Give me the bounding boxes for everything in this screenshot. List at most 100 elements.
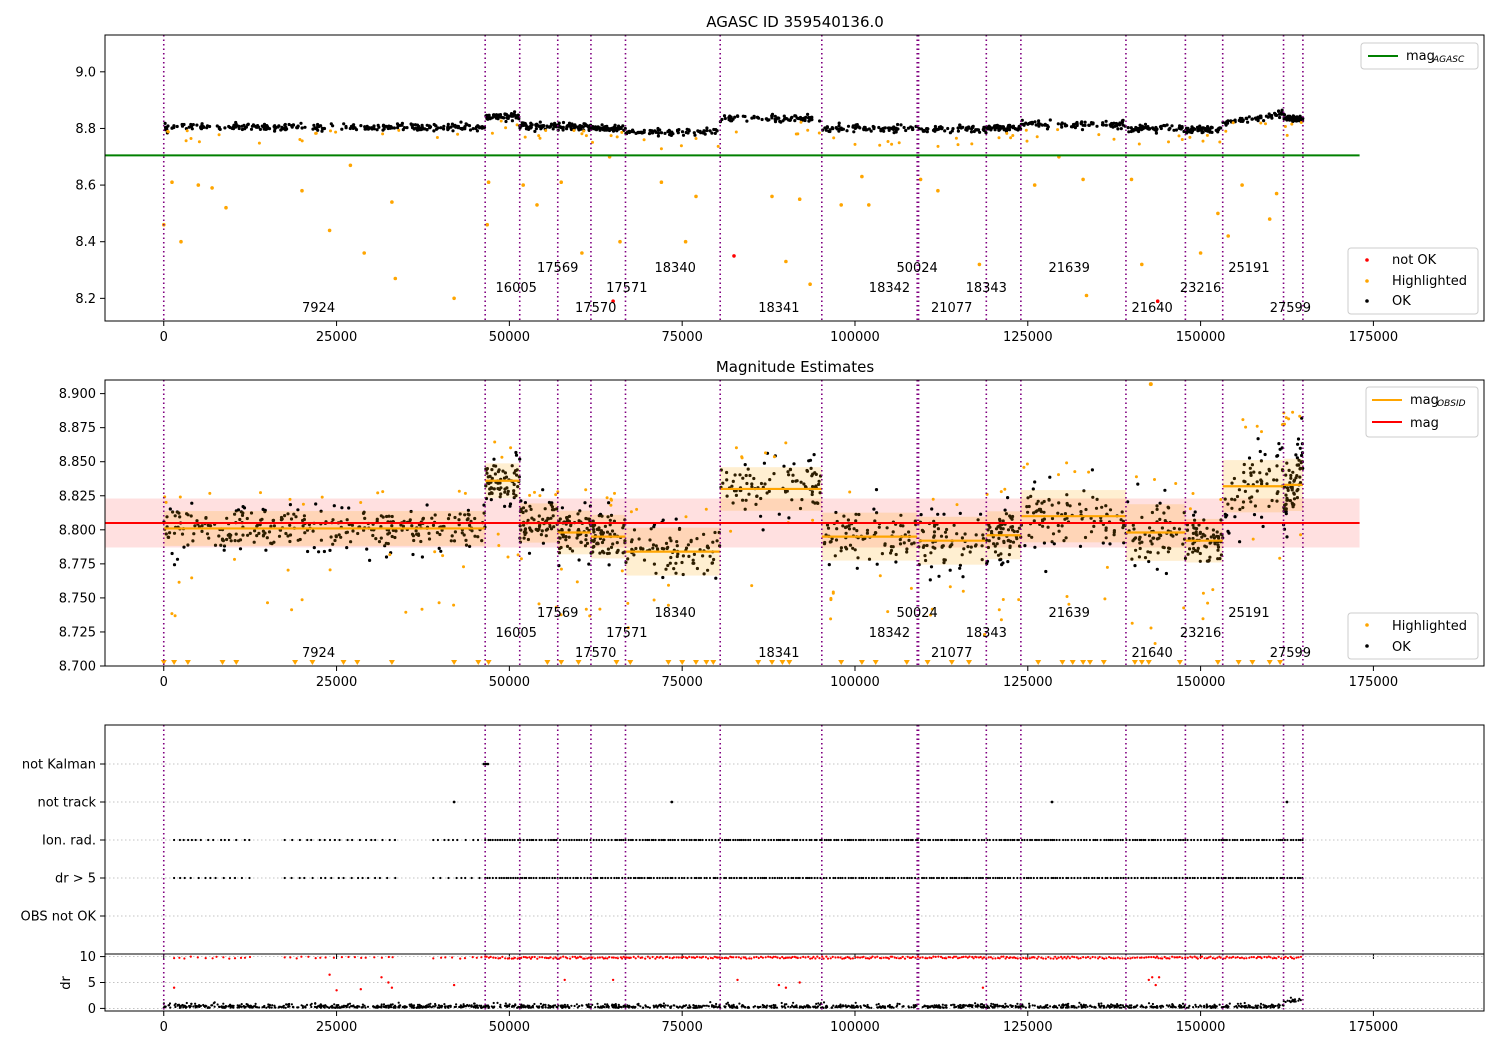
- ion-rad-flag-point: [772, 838, 776, 842]
- ok-point: [468, 544, 472, 549]
- ok-point: [453, 530, 457, 534]
- ok-point: [423, 127, 427, 131]
- dr-flag-point: [981, 876, 985, 880]
- dr-outlier-point: [359, 988, 362, 991]
- ok-point: [1163, 488, 1167, 492]
- dr-clipped-point: [391, 956, 394, 959]
- highlighted-point: [177, 580, 181, 584]
- ok-point: [337, 533, 341, 537]
- obsid-label: 23216: [1180, 626, 1221, 641]
- dr-flag-point: [548, 876, 551, 880]
- ok-point: [928, 578, 932, 582]
- dr-flag-point: [1196, 876, 1199, 880]
- ok-point: [917, 127, 921, 131]
- dr-flag-point: [189, 876, 192, 880]
- ok-point: [233, 512, 237, 516]
- ion-rad-flag-point: [680, 838, 683, 842]
- ok-point: [1007, 128, 1012, 132]
- ok-point: [513, 110, 517, 114]
- dr-flag-point: [173, 876, 176, 880]
- ok-point: [539, 127, 543, 131]
- dr-clipped-point: [1037, 955, 1040, 958]
- dr-outlier-point: [172, 986, 176, 989]
- ok-point: [561, 120, 566, 125]
- dr-clipped-point: [1109, 956, 1113, 960]
- ok-point: [967, 126, 971, 130]
- ok-point: [1104, 119, 1108, 123]
- ok-point: [1239, 119, 1243, 123]
- ok-point: [894, 130, 898, 134]
- highlighted-point: [886, 610, 890, 614]
- ion-rad-flag-point: [517, 838, 520, 842]
- ion-rad-flag-point: [248, 838, 251, 842]
- dr-clipped-point: [682, 955, 685, 959]
- highlighted-point: [808, 282, 812, 287]
- dr-clipped-point: [1009, 956, 1012, 959]
- ok-point: [583, 122, 587, 126]
- ion-rad-flag-point: [1085, 838, 1088, 842]
- ok-point: [534, 127, 539, 131]
- ion-rad-flag-point: [178, 838, 181, 842]
- dr-point: [173, 1004, 176, 1007]
- ok-point: [837, 121, 841, 125]
- dr-flag-point: [977, 876, 981, 880]
- dr-clipped-point: [243, 956, 247, 959]
- highlighted-point: [1274, 191, 1279, 196]
- highlighted-point: [584, 607, 588, 611]
- dr-flag-point: [841, 876, 844, 880]
- dr-flag-point: [1106, 876, 1109, 880]
- ok-point: [300, 126, 304, 130]
- dr-flag-point: [975, 876, 978, 880]
- ok-point: [1164, 571, 1168, 576]
- highlighted-point: [1057, 473, 1060, 477]
- dr-flag-point: [1052, 876, 1055, 880]
- ok-point: [311, 127, 315, 131]
- ok-point: [439, 549, 443, 553]
- x-tick-label: 175000: [1349, 675, 1399, 690]
- ok-point: [331, 542, 335, 546]
- ion-rad-flag-point: [968, 838, 971, 842]
- dr-outlier-point: [1151, 976, 1154, 979]
- ok-point: [246, 533, 250, 537]
- ion-rad-flag-point: [547, 838, 550, 842]
- ok-point: [175, 510, 179, 514]
- ok-point: [631, 130, 636, 134]
- dr-flag-point: [813, 876, 816, 880]
- dr-flag-point: [1098, 876, 1101, 880]
- ok-point: [409, 509, 413, 514]
- ok-point: [329, 535, 333, 539]
- ok-point: [1104, 123, 1108, 127]
- y-tick-label: 8.825: [59, 489, 96, 504]
- ion-rad-flag-point: [1166, 838, 1169, 842]
- dr-flag-point: [559, 876, 562, 880]
- ion-rad-flag-point: [1053, 838, 1056, 842]
- dr-point: [397, 1001, 400, 1004]
- highlighted-point: [955, 503, 959, 507]
- highlighted-point: [497, 544, 501, 547]
- dr-flag-point: [825, 876, 828, 880]
- highlighted-point: [486, 180, 491, 184]
- dr-flag-point: [756, 876, 760, 880]
- dr-point: [533, 1002, 536, 1006]
- ok-point: [1063, 122, 1067, 126]
- dr-flag-point: [955, 876, 958, 880]
- ion-rad-flag-point: [540, 838, 543, 842]
- ok-point: [855, 566, 859, 570]
- ok-point: [446, 125, 450, 129]
- dr-flag-point: [708, 876, 712, 880]
- ok-point: [1013, 127, 1017, 131]
- highlighted-point: [393, 276, 398, 281]
- ok-point: [466, 512, 470, 516]
- ok-point: [175, 557, 180, 561]
- x-tick-label: 150000: [1176, 330, 1226, 345]
- ion-rad-flag-point: [983, 838, 986, 842]
- ok-point: [438, 532, 442, 537]
- dr-outlier-point: [387, 981, 390, 984]
- dr-point: [1075, 1006, 1078, 1009]
- dr-point: [792, 1005, 795, 1008]
- dr-clipped-point: [1033, 956, 1036, 959]
- highlighted-point: [817, 131, 821, 135]
- ok-point: [290, 124, 294, 128]
- dr-clipped-point: [926, 957, 929, 960]
- ok-point: [463, 513, 467, 517]
